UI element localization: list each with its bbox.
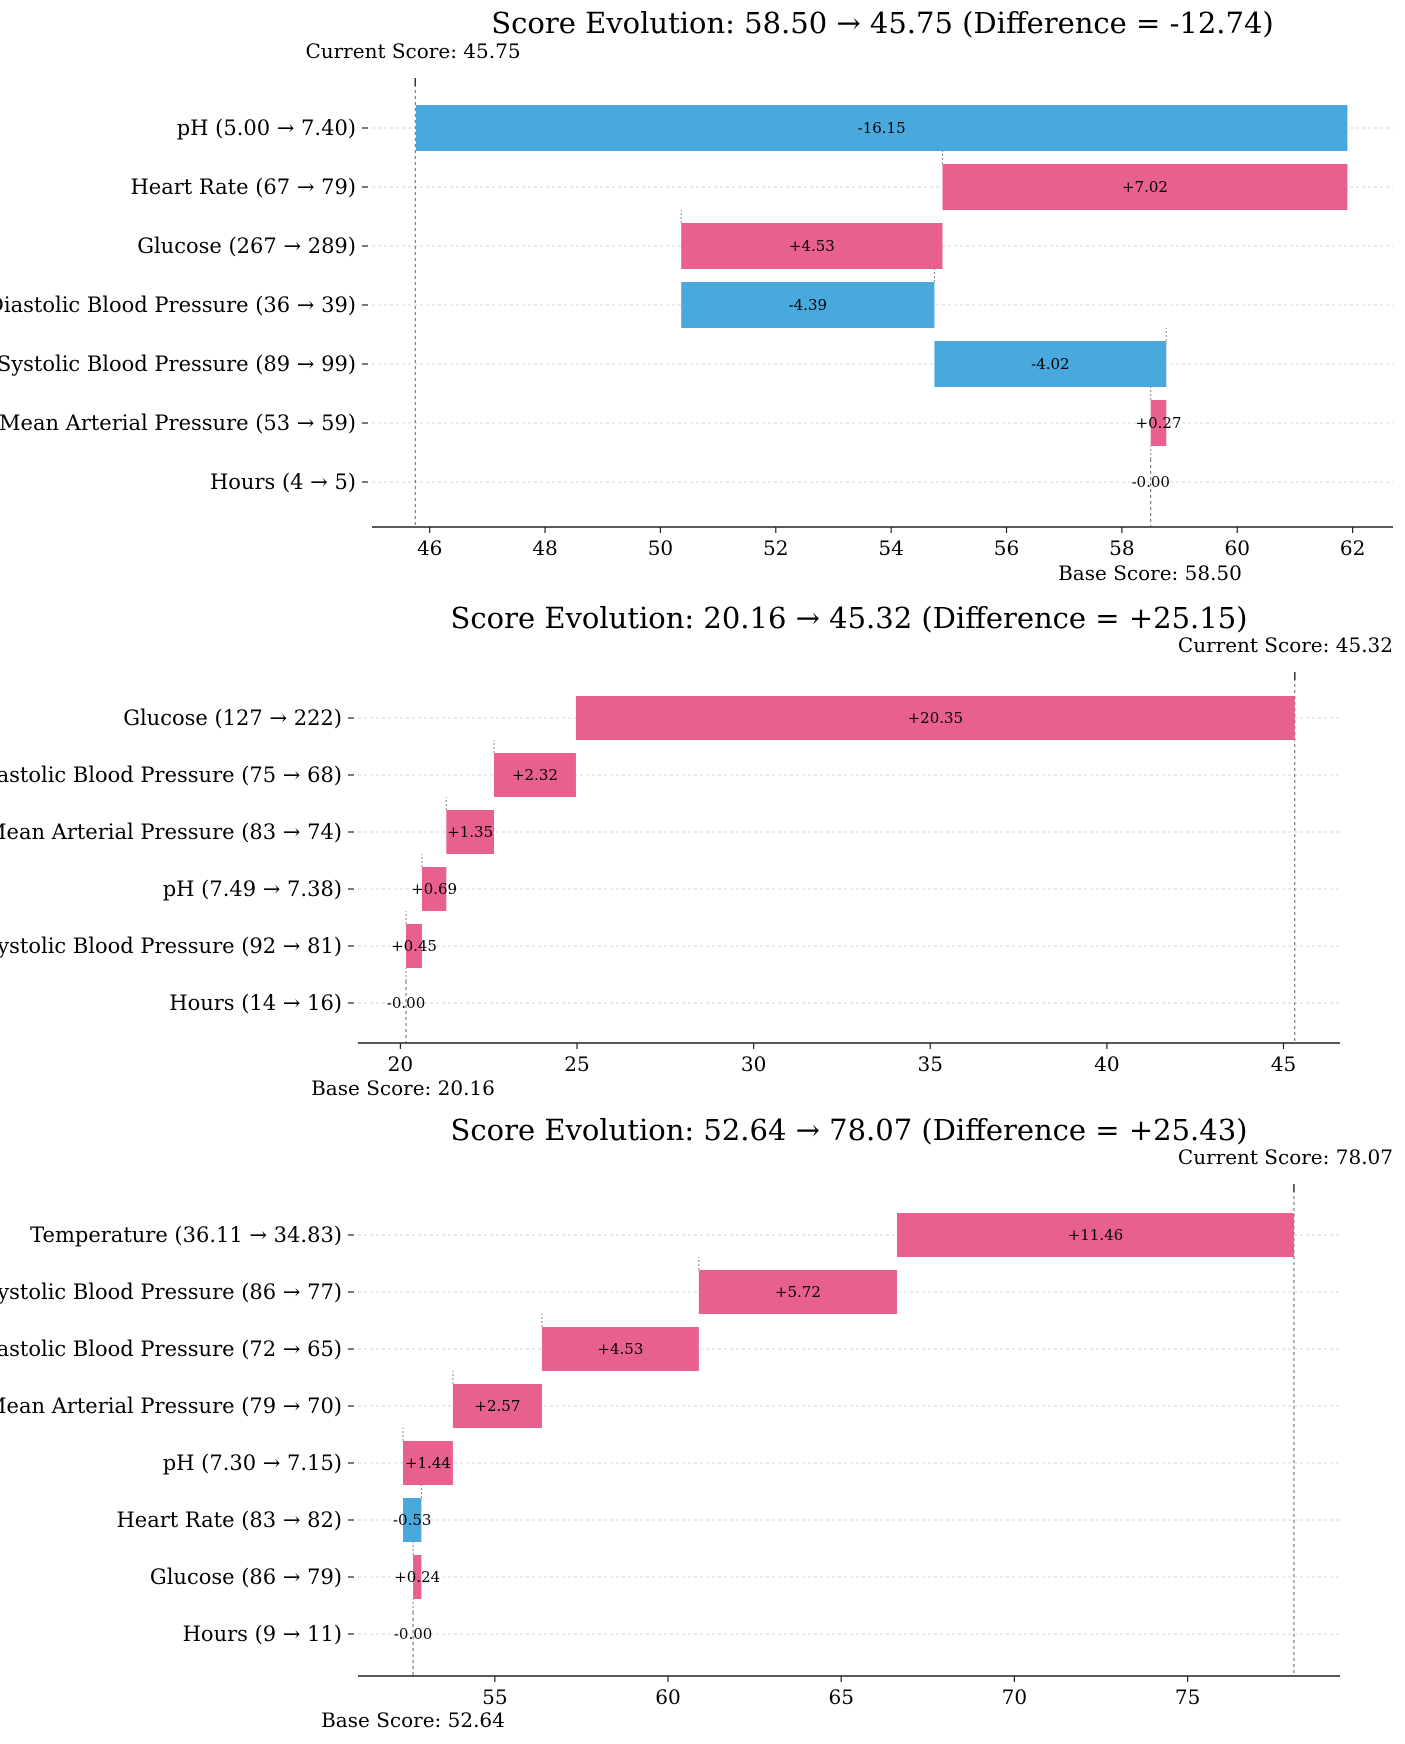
bar bbox=[406, 924, 422, 968]
category-label: Mean Arterial Pressure (83 → 74) bbox=[0, 820, 342, 844]
category-label: Glucose (86 → 79) bbox=[150, 1565, 342, 1589]
bar bbox=[403, 1498, 422, 1542]
bar bbox=[403, 1441, 453, 1485]
chart-title: Score Evolution: 52.64 → 78.07 (Differen… bbox=[451, 1113, 1248, 1147]
bar-value-label: +4.53 bbox=[597, 1340, 643, 1358]
x-tick-label: 70 bbox=[1002, 1685, 1027, 1709]
bar-value-label: -4.02 bbox=[1031, 355, 1069, 373]
bar-value-label: +0.24 bbox=[394, 1568, 440, 1586]
x-tick-label: 35 bbox=[918, 1052, 943, 1076]
chart-2: Score Evolution: 20.16 → 45.32 (Differen… bbox=[0, 601, 1393, 1100]
chart-title: Score Evolution: 20.16 → 45.32 (Differen… bbox=[451, 601, 1248, 635]
x-tick-label: 46 bbox=[417, 536, 442, 560]
category-label: Diastolic Blood Pressure (75 → 68) bbox=[0, 763, 342, 787]
x-tick-label: 48 bbox=[532, 536, 557, 560]
category-label: Heart Rate (67 → 79) bbox=[130, 175, 356, 199]
bar-value-label: +1.35 bbox=[447, 823, 493, 841]
chart-1: Score Evolution: 58.50 → 45.75 (Differen… bbox=[0, 6, 1393, 585]
base-score-label: Base Score: 58.50 bbox=[1058, 561, 1242, 585]
category-label: Systolic Blood Pressure (92 → 81) bbox=[0, 934, 342, 958]
bar-value-label: +20.35 bbox=[908, 709, 964, 727]
category-label: Hours (4 → 5) bbox=[210, 470, 356, 494]
bar-value-label: +0.69 bbox=[411, 880, 457, 898]
bar bbox=[681, 223, 943, 269]
bar bbox=[413, 1555, 422, 1599]
x-tick-label: 20 bbox=[388, 1052, 413, 1076]
base-score-label: Base Score: 20.16 bbox=[311, 1076, 495, 1100]
bar-value-label: +7.02 bbox=[1122, 178, 1168, 196]
x-tick-label: 50 bbox=[648, 536, 673, 560]
bar-value-label: -0.00 bbox=[387, 994, 425, 1012]
category-label: Temperature (36.11 → 34.83) bbox=[30, 1223, 342, 1247]
x-tick-label: 58 bbox=[1109, 536, 1134, 560]
bar bbox=[415, 105, 1348, 151]
x-tick-label: 54 bbox=[878, 536, 903, 560]
current-score-label: Current Score: 45.32 bbox=[1178, 633, 1393, 657]
bar bbox=[493, 753, 576, 797]
category-label: pH (5.00 → 7.40) bbox=[177, 116, 356, 140]
category-label: Glucose (267 → 289) bbox=[137, 234, 356, 258]
x-tick-label: 55 bbox=[482, 1685, 507, 1709]
category-label: Systolic Blood Pressure (89 → 99) bbox=[0, 352, 356, 376]
bar-value-label: -0.00 bbox=[394, 1625, 432, 1643]
category-label: Heart Rate (83 → 82) bbox=[116, 1508, 342, 1532]
category-label: Hours (14 → 16) bbox=[169, 991, 342, 1015]
category-label: Mean Arterial Pressure (79 → 70) bbox=[0, 1394, 342, 1418]
x-tick-label: 60 bbox=[655, 1685, 680, 1709]
category-label: Mean Arterial Pressure (53 → 59) bbox=[0, 411, 356, 435]
bar-value-label: +1.44 bbox=[405, 1454, 451, 1472]
chart-3: Score Evolution: 52.64 → 78.07 (Differen… bbox=[0, 1113, 1393, 1732]
bar-value-label: +4.53 bbox=[789, 237, 835, 255]
bar bbox=[446, 810, 494, 854]
category-label: Systolic Blood Pressure (86 → 77) bbox=[0, 1280, 342, 1304]
x-tick-label: 52 bbox=[763, 536, 788, 560]
category-label: pH (7.49 → 7.38) bbox=[163, 877, 342, 901]
category-label: Glucose (127 → 222) bbox=[123, 706, 342, 730]
chart-title: Score Evolution: 58.50 → 45.75 (Differen… bbox=[491, 6, 1273, 40]
bar bbox=[698, 1270, 897, 1314]
category-label: pH (7.30 → 7.15) bbox=[163, 1451, 342, 1475]
bar-value-label: -0.53 bbox=[393, 1511, 431, 1529]
category-label: Diastolic Blood Pressure (36 → 39) bbox=[0, 293, 356, 317]
bar bbox=[541, 1327, 699, 1371]
bar-value-label: +0.45 bbox=[391, 937, 437, 955]
bar-value-label: +0.27 bbox=[1136, 414, 1182, 432]
x-tick-label: 65 bbox=[828, 1685, 853, 1709]
base-score-label: Base Score: 52.64 bbox=[321, 1708, 505, 1732]
current-score-label: Current Score: 78.07 bbox=[1178, 1145, 1393, 1169]
bar bbox=[942, 164, 1348, 210]
bar-value-label: +5.72 bbox=[775, 1283, 821, 1301]
x-tick-label: 40 bbox=[1094, 1052, 1119, 1076]
bar-value-label: +2.57 bbox=[474, 1397, 520, 1415]
x-tick-label: 60 bbox=[1225, 536, 1250, 560]
bar bbox=[421, 867, 447, 911]
x-tick-label: 45 bbox=[1271, 1052, 1296, 1076]
bar-value-label: -0.00 bbox=[1131, 473, 1169, 491]
bar-value-label: -4.39 bbox=[789, 296, 827, 314]
bar bbox=[896, 1213, 1294, 1257]
bar bbox=[575, 696, 1295, 740]
bar-value-label: -16.15 bbox=[858, 119, 906, 137]
bar bbox=[934, 341, 1167, 387]
x-tick-label: 75 bbox=[1175, 1685, 1200, 1709]
bar-value-label: +11.46 bbox=[1068, 1226, 1124, 1244]
current-score-label: Current Score: 45.75 bbox=[305, 39, 520, 63]
bar bbox=[1150, 400, 1167, 446]
x-tick-label: 56 bbox=[994, 536, 1019, 560]
category-label: Hours (9 → 11) bbox=[183, 1622, 342, 1646]
x-tick-label: 25 bbox=[564, 1052, 589, 1076]
bar bbox=[681, 282, 935, 328]
x-tick-label: 62 bbox=[1340, 536, 1365, 560]
bar bbox=[452, 1384, 542, 1428]
bar-value-label: +2.32 bbox=[512, 766, 558, 784]
category-label: Diastolic Blood Pressure (72 → 65) bbox=[0, 1337, 342, 1361]
x-tick-label: 30 bbox=[741, 1052, 766, 1076]
